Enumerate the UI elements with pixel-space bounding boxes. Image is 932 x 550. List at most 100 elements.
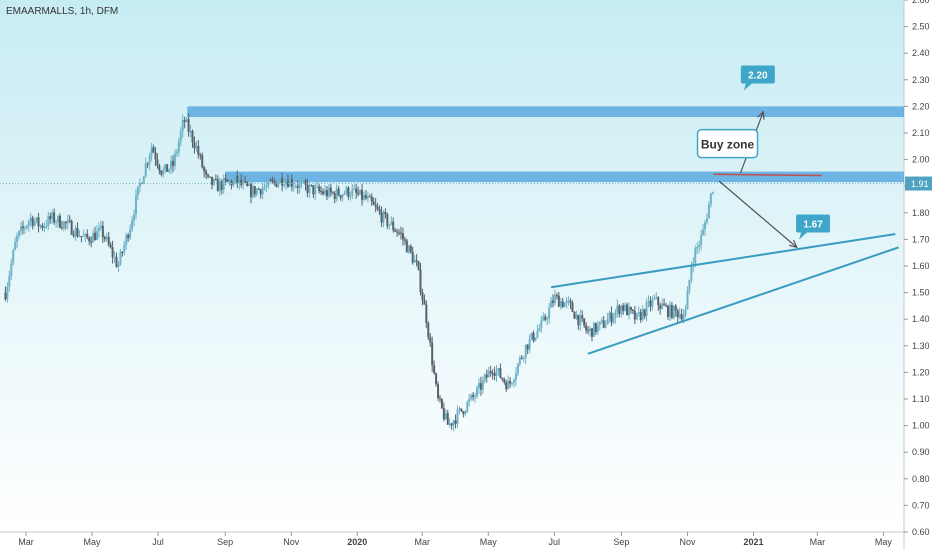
candle-up (288, 179, 291, 187)
candle-up (74, 228, 77, 237)
candle-up (144, 163, 147, 177)
candle-up (133, 214, 136, 221)
candle-up (540, 320, 543, 329)
candle-down (401, 233, 404, 240)
candle-up (698, 244, 701, 247)
trendline-1[interactable] (550, 233, 896, 289)
candle-up (314, 186, 317, 195)
candle-down (115, 256, 118, 267)
candle-down (421, 292, 424, 300)
candle-down (322, 191, 325, 195)
candle-down (587, 330, 590, 332)
candle-up (308, 184, 311, 193)
y-tick-label: 1.70 (912, 234, 930, 244)
candle-up (546, 318, 549, 320)
candle-up (359, 189, 362, 195)
candle-down (31, 217, 34, 226)
entry-line[interactable] (713, 173, 822, 177)
candle-down (442, 408, 445, 420)
candle-down (403, 239, 406, 241)
candle-up (575, 314, 578, 319)
x-tick-label: May (84, 537, 102, 547)
candle-down (172, 160, 175, 166)
candle-down (491, 372, 494, 374)
candle-up (514, 373, 517, 380)
resistance-zone-1[interactable] (187, 106, 905, 118)
candle-up (96, 231, 99, 240)
candle-up (464, 411, 467, 415)
x-tick-label: Mar (18, 537, 34, 547)
candle-down (290, 179, 293, 187)
candle-up (686, 290, 689, 310)
y-tick-label: 2.60 (912, 0, 930, 5)
candle-down (41, 225, 44, 229)
candle-up (612, 317, 615, 323)
candle-up (6, 286, 9, 300)
candle-up (173, 153, 176, 166)
candle-down (569, 300, 572, 304)
candle-down (325, 190, 328, 197)
candle-up (589, 328, 592, 332)
candle-up (476, 387, 479, 397)
candle-up (39, 225, 42, 227)
time-axis-panel (0, 532, 904, 550)
price-callout-2[interactable] (796, 214, 831, 233)
candle-up (324, 190, 327, 195)
candle-up (513, 379, 516, 384)
trendline-2[interactable] (587, 246, 899, 355)
candle-up (16, 235, 19, 242)
candle-down (602, 320, 605, 328)
candle-down (526, 344, 529, 350)
buy-zone-box[interactable] (696, 128, 759, 159)
candle-up (678, 314, 681, 318)
candle-down (88, 237, 91, 242)
candle-up (142, 176, 145, 184)
candle-down (121, 252, 124, 254)
candle-up (600, 320, 603, 322)
candle-up (390, 221, 393, 225)
y-tick-label: 1.80 (912, 208, 930, 218)
candle-up (123, 244, 126, 253)
candle-up (51, 212, 54, 220)
candle-down (355, 188, 358, 193)
candle-down (306, 184, 309, 193)
candle-up (704, 222, 707, 230)
y-tick-label: 2.40 (912, 48, 930, 58)
candle-up (292, 186, 295, 188)
candle-up (212, 179, 215, 185)
candle-down (337, 188, 340, 196)
candle-up (99, 225, 102, 228)
candle-down (249, 184, 252, 198)
callout-pointer (743, 83, 752, 91)
price-callout-1[interactable] (740, 65, 775, 84)
candle-down (318, 186, 321, 192)
candle-up (647, 300, 650, 303)
candle-down (72, 234, 75, 237)
candle-up (283, 184, 286, 186)
candle-down (4, 292, 7, 300)
candle-up (536, 330, 539, 338)
candle-down (659, 305, 662, 309)
candle-down (663, 303, 666, 306)
candle-up (614, 311, 617, 318)
candle-down (378, 209, 381, 213)
candle-down (462, 411, 465, 415)
candle-down (166, 164, 169, 172)
y-tick-label: 0.90 (912, 447, 930, 457)
candle-up (277, 182, 280, 187)
candle-up (458, 408, 461, 411)
x-tick-label: Mar (414, 537, 430, 547)
candle-up (232, 179, 235, 186)
y-tick-label: 0.60 (912, 527, 930, 537)
candle-up (181, 120, 184, 132)
candle-up (138, 183, 141, 187)
resistance-zone-2[interactable] (225, 171, 905, 183)
candle-up (528, 338, 531, 350)
x-tick-label: 2021 (743, 537, 763, 547)
candle-down (583, 318, 586, 326)
candle-up (668, 304, 671, 317)
arrow-line-1[interactable] (718, 180, 798, 248)
candle-up (655, 297, 658, 299)
